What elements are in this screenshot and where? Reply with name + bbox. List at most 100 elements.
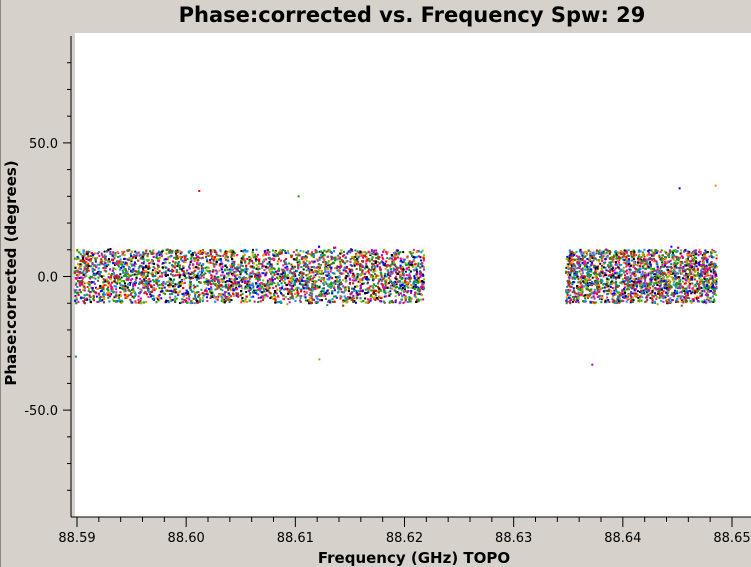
data-point (205, 293, 208, 296)
data-point (251, 272, 254, 275)
data-point (145, 300, 148, 303)
data-point (214, 297, 217, 300)
data-point (230, 251, 233, 254)
data-point (191, 252, 194, 255)
data-point (143, 260, 146, 263)
data-point (284, 262, 287, 265)
data-point (204, 272, 207, 275)
data-point (419, 272, 422, 275)
data-point (336, 291, 339, 294)
data-point (127, 266, 130, 269)
data-point (90, 276, 93, 279)
data-point (171, 268, 174, 271)
data-point (244, 260, 247, 263)
data-point (153, 280, 156, 283)
data-point (122, 253, 125, 256)
data-point (117, 279, 120, 282)
data-point (327, 249, 330, 252)
data-point (228, 293, 231, 296)
data-point (171, 292, 174, 295)
data-point (317, 279, 320, 282)
data-point (209, 290, 212, 293)
data-point (145, 293, 148, 296)
data-point (306, 264, 309, 267)
data-point (269, 283, 272, 286)
data-point (319, 299, 322, 302)
data-point (344, 288, 347, 291)
data-point (273, 273, 276, 276)
data-point (127, 278, 130, 281)
data-point (420, 251, 423, 254)
data-point (260, 282, 263, 285)
data-point (280, 282, 283, 285)
data-point (87, 265, 90, 268)
data-point (377, 291, 380, 294)
data-point (88, 280, 91, 283)
data-point (395, 291, 398, 294)
data-point (270, 277, 273, 280)
data-point (362, 276, 365, 279)
data-point (273, 267, 276, 270)
data-point (168, 282, 171, 285)
data-point (395, 283, 398, 286)
data-point (190, 253, 193, 256)
data-point (167, 301, 170, 304)
data-point (217, 279, 220, 282)
data-point (265, 272, 268, 275)
data-point (273, 297, 276, 300)
data-point (307, 250, 310, 253)
data-point (77, 257, 80, 260)
data-point (369, 285, 372, 288)
data-point (161, 266, 164, 269)
data-point (231, 249, 234, 252)
data-point (101, 284, 104, 287)
data-point (106, 291, 109, 294)
data-point (334, 282, 337, 285)
data-point (279, 249, 282, 252)
data-point (259, 290, 262, 293)
data-point (79, 265, 82, 268)
data-point (332, 282, 335, 285)
data-point (157, 284, 160, 287)
data-point (302, 285, 305, 288)
data-point (413, 260, 416, 263)
data-point (307, 281, 310, 284)
data-point (351, 275, 354, 278)
data-point (356, 296, 359, 299)
data-point (182, 287, 185, 290)
data-point (156, 267, 159, 270)
data-point (402, 251, 405, 254)
data-point (168, 262, 171, 265)
plot-area (75, 33, 751, 517)
data-point (385, 295, 388, 298)
data-point (156, 280, 159, 283)
data-point (218, 269, 221, 272)
data-point (116, 276, 119, 279)
data-point (319, 256, 322, 259)
data-point (396, 272, 399, 275)
data-point (179, 284, 182, 287)
data-point (250, 288, 253, 291)
data-point (235, 284, 238, 287)
data-point (147, 296, 150, 299)
data-point (225, 286, 228, 289)
data-point (357, 280, 360, 283)
data-point (342, 291, 345, 294)
data-point (378, 266, 381, 269)
data-point (339, 252, 342, 255)
data-point (257, 271, 260, 274)
data-point (376, 264, 379, 267)
data-point (75, 269, 78, 272)
data-point (385, 275, 388, 278)
data-point (221, 289, 224, 292)
data-point (124, 268, 127, 271)
data-point (142, 251, 145, 254)
data-point (123, 293, 126, 296)
data-point (214, 278, 217, 281)
data-point (310, 266, 313, 269)
data-point (324, 271, 327, 274)
data-point (95, 265, 98, 268)
data-point (137, 272, 140, 275)
data-point (223, 253, 226, 256)
data-point (124, 282, 127, 285)
